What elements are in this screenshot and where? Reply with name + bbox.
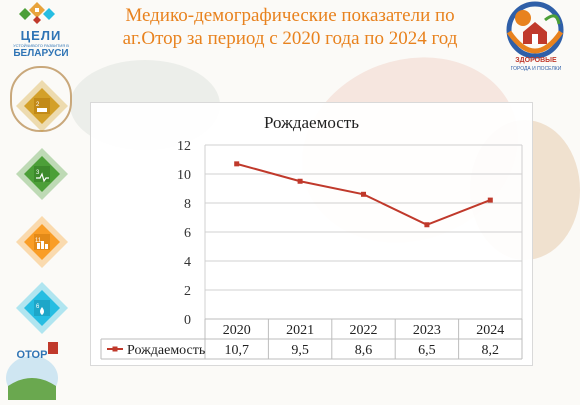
page-title: Медико-демографические показатели по аг.… [95, 4, 485, 50]
data-label: 10,7 [224, 343, 249, 358]
y-tick-labels: 0 2 4 6 8 10 12 [177, 139, 191, 328]
page-title-line1: Медико-демографические показатели по [125, 5, 455, 26]
grid-lines [204, 144, 523, 320]
healthy-cities-logo: ЗДОРОВЫЕ ГОРОДА И ПОСЕЛКИ [495, 0, 577, 80]
sdg-number: 3 [36, 170, 40, 176]
data-point [424, 222, 430, 228]
data-point [487, 197, 493, 203]
page-title-line2: аг.Отор за период с 2020 года по 2024 го… [122, 28, 458, 49]
data-point [297, 178, 303, 184]
logo-line1: ЦЕЛИ [20, 28, 62, 43]
series-line [234, 161, 493, 228]
logo-line2: УСТОЙЧИВОГО РАЗВИТИЯ В [13, 43, 69, 48]
y-tick-label: 8 [184, 197, 191, 212]
x-category-label: 2023 [413, 323, 441, 338]
data-table: 2020 10,7 2021 9,5 2022 8,6 2023 6,5 2024 8,2 Рожд… [100, 318, 523, 360]
logo-right-line1: ЗДОРОВЫЕ [515, 57, 557, 64]
logo-line3: БЕЛАРУСИ [13, 48, 69, 59]
data-label: 8,6 [355, 343, 373, 358]
otor-emblem: ОТОР [4, 340, 60, 400]
logo-right-line2: ГОРОДА И ПОСЕЛКИ [511, 66, 562, 72]
y-tick-label: 6 [184, 226, 191, 241]
chart-container: Рождаемость 0 2 4 6 8 10 12 2020 10,7 2021 9,5 202… [90, 102, 533, 366]
x-category-label: 2020 [223, 323, 251, 338]
chart-title: Рождаемость [263, 113, 359, 132]
sdg-belarus-logo: ЦЕЛИ УСТОЙЧИВОГО РАЗВИТИЯ В БЕЛАРУСИ [4, 0, 70, 62]
sdg-3-icon: 3 [16, 148, 68, 200]
sdg-2-icon: 2 [16, 80, 68, 132]
y-tick-label: 4 [184, 255, 191, 270]
sdg-number: 2 [36, 102, 40, 108]
y-tick-label: 0 [184, 313, 191, 328]
sdg-number: 6 [36, 304, 40, 310]
sdg-11-icon: 11 [16, 216, 68, 268]
data-point [361, 191, 366, 197]
ornament-icon [19, 2, 55, 24]
sdg-6-icon: 6 [16, 282, 68, 334]
data-label: 9,5 [291, 343, 309, 358]
sdg-frame [10, 66, 72, 132]
x-category-label: 2021 [286, 323, 314, 338]
sdg-number: 11 [35, 238, 42, 244]
x-category-label: 2024 [476, 323, 504, 338]
x-category-label: 2022 [350, 323, 378, 338]
y-tick-label: 12 [177, 139, 191, 154]
y-tick-label: 2 [184, 284, 191, 299]
legend-label: Рождаемость [127, 343, 205, 358]
data-label: 6,5 [418, 343, 436, 358]
y-tick-label: 10 [177, 168, 191, 183]
data-point [234, 161, 240, 167]
legend-marker [112, 346, 118, 352]
data-label: 8,2 [482, 343, 500, 358]
otor-label: ОТОР [17, 349, 48, 361]
